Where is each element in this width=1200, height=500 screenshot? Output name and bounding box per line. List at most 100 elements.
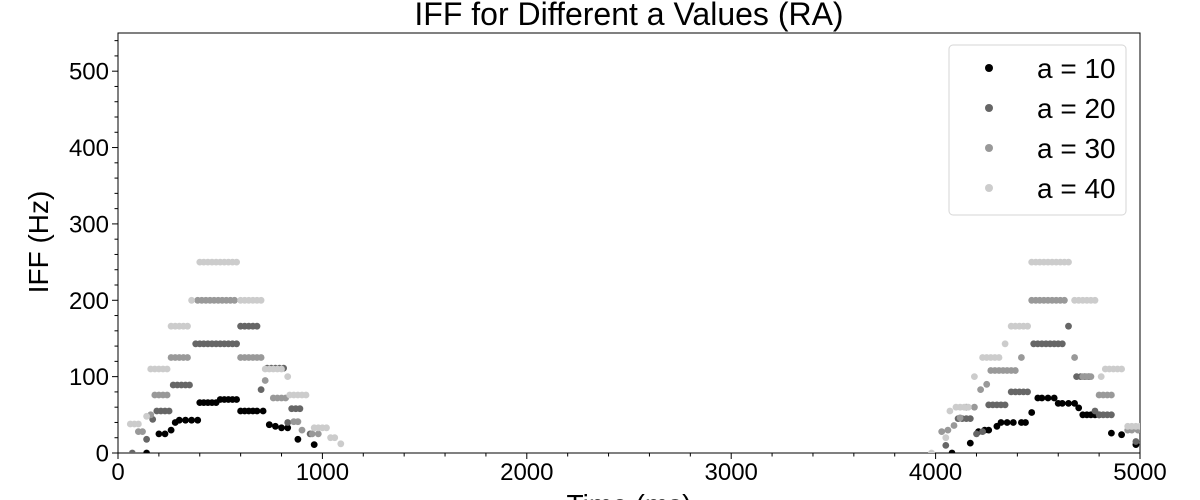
data-point [233, 340, 241, 348]
data-point [944, 426, 952, 434]
data-point [1108, 391, 1115, 399]
data-point [278, 424, 285, 432]
data-point [1087, 373, 1095, 380]
data-point [135, 420, 142, 428]
data-point [1050, 394, 1058, 402]
data-point [1003, 419, 1011, 426]
data-point [1038, 394, 1046, 402]
x-tick-label: 2000 [500, 459, 553, 486]
data-point [284, 373, 292, 380]
series-2 [128, 322, 1140, 453]
data-point [310, 441, 318, 448]
data-point [1118, 431, 1125, 439]
data-point [942, 442, 950, 449]
data-point [971, 403, 978, 411]
legend-label: a = 10 [1037, 53, 1116, 84]
data-point [233, 396, 241, 403]
data-point [165, 407, 173, 415]
data-point [983, 380, 991, 388]
data-point [985, 426, 993, 434]
data-point [182, 416, 189, 424]
data-point [1065, 258, 1072, 266]
data-point [278, 365, 285, 373]
data-point [261, 377, 269, 384]
data-point [265, 421, 273, 429]
data-point [161, 430, 169, 438]
legend-label: a = 30 [1037, 133, 1116, 164]
data-point [308, 430, 316, 438]
data-point [1108, 411, 1115, 419]
data-point [294, 418, 302, 426]
legend-marker [985, 144, 993, 152]
series-layer [126, 258, 1140, 453]
data-point [296, 405, 304, 413]
data-point [950, 422, 958, 429]
data-point [163, 365, 171, 373]
data-point [194, 416, 202, 424]
data-point [995, 354, 1003, 361]
legend-marker [985, 104, 993, 112]
x-tick-label: 4000 [909, 459, 962, 486]
legend-label: a = 40 [1037, 173, 1116, 204]
data-point [1071, 354, 1078, 361]
series-4 [126, 258, 1140, 453]
data-point [155, 430, 163, 438]
data-point [188, 296, 196, 304]
data-point [1024, 388, 1031, 396]
y-axis-label: IFF (Hz) [23, 191, 54, 294]
data-point [1028, 409, 1036, 416]
data-point [314, 430, 322, 438]
data-point [186, 381, 193, 389]
data-point [323, 424, 330, 432]
y-tick-label: 100 [69, 364, 109, 391]
data-point [1097, 373, 1105, 380]
chart-title: IFF for Different a Values (RA) [414, 0, 843, 32]
data-point [257, 354, 265, 361]
data-point [1065, 322, 1072, 330]
data-point [1022, 419, 1029, 426]
data-point [167, 426, 175, 434]
data-point [946, 407, 954, 415]
data-point [1118, 365, 1125, 373]
y-tick-label: 500 [69, 59, 109, 86]
legend-box [948, 44, 1127, 216]
data-point [1024, 322, 1031, 330]
data-point [284, 424, 292, 432]
data-point [272, 422, 279, 430]
x-axis-label: Time (ms) [567, 489, 692, 500]
data-point [184, 354, 191, 361]
y-tick-label: 200 [69, 288, 109, 315]
data-point [188, 416, 196, 424]
data-point [1044, 394, 1052, 402]
data-point [143, 435, 151, 443]
y-tick-label: 300 [69, 211, 109, 238]
data-point [1065, 400, 1072, 407]
x-tick-label: 3000 [705, 459, 758, 486]
data-point [966, 415, 974, 422]
axes-layer: 0 1000 2000 3000 4000 5000 0 100 200 300 400 500 [69, 40, 1167, 486]
data-point [143, 449, 150, 453]
data-point [1058, 400, 1066, 407]
data-point [184, 322, 191, 330]
data-point [942, 434, 950, 442]
data-point [233, 258, 241, 266]
data-point [163, 391, 171, 399]
data-point [175, 416, 183, 424]
data-point [948, 449, 956, 453]
data-point [1091, 296, 1099, 304]
data-point [253, 407, 261, 415]
data-point [966, 439, 974, 447]
data-point [1001, 340, 1009, 348]
data-point [143, 412, 151, 420]
data-point [1136, 422, 1140, 430]
data-point [139, 428, 146, 435]
data-point [1009, 419, 1017, 426]
data-point [971, 373, 978, 380]
data-point [294, 435, 302, 443]
data-point [1011, 367, 1019, 374]
data-point [231, 296, 238, 304]
x-tick-label: 5000 [1113, 459, 1166, 486]
data-point [928, 449, 935, 453]
legend: a = 10 a = 20 a = 30 a = 40 [948, 44, 1127, 216]
